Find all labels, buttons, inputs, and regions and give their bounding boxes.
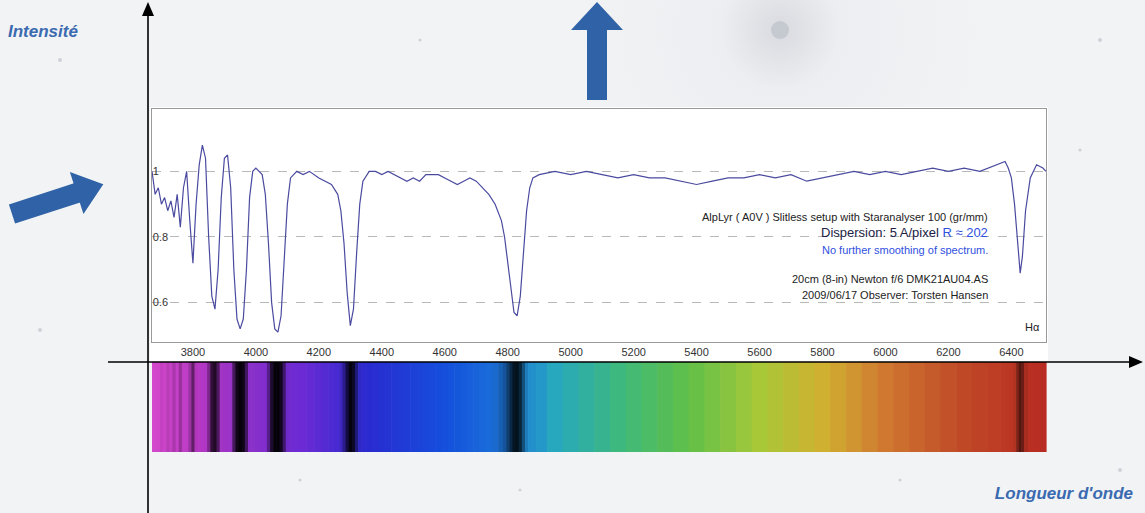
html-text:Intensité: Intensité: [8, 22, 78, 41]
svg-text:Hα: Hα: [1025, 321, 1040, 333]
svg-text:4200: 4200: [307, 346, 331, 358]
svg-text:5800: 5800: [810, 346, 834, 358]
svg-text:0.6: 0.6: [153, 296, 168, 308]
svg-text:5400: 5400: [684, 346, 708, 358]
svg-text:Dispersion: 5 A/pixel R ≈ 202: Dispersion: 5 A/pixel R ≈ 202: [821, 225, 988, 240]
html-text:Longueur d'onde: Longueur d'onde: [994, 484, 1133, 503]
svg-text:4600: 4600: [433, 346, 457, 358]
svg-text:1: 1: [153, 165, 159, 177]
svg-text:20cm (8-in) Newton f/6 DMK21AU: 20cm (8-in) Newton f/6 DMK21AU04.AS: [792, 273, 988, 285]
svg-text:4400: 4400: [370, 346, 394, 358]
svg-text:No further smoothing of spectr: No further smoothing of spectrum.: [822, 244, 988, 256]
svg-text:3800: 3800: [181, 346, 205, 358]
svg-text:0.8: 0.8: [153, 231, 168, 243]
svg-text:4800: 4800: [495, 346, 519, 358]
svg-text:5200: 5200: [621, 346, 645, 358]
svg-text:5600: 5600: [747, 346, 771, 358]
svg-text:AlpLyr ( A0V ) Slitless setup: AlpLyr ( A0V ) Slitless setup with Stara…: [702, 211, 988, 223]
svg-text:6000: 6000: [873, 346, 897, 358]
svg-text:2009/06/17 Observer: Torsten H: 2009/06/17 Observer: Torsten Hansen: [802, 289, 988, 301]
svg-text:6200: 6200: [936, 346, 960, 358]
svg-text:4000: 4000: [244, 346, 268, 358]
svg-text:5000: 5000: [558, 346, 582, 358]
svg-text:6400: 6400: [999, 346, 1023, 358]
